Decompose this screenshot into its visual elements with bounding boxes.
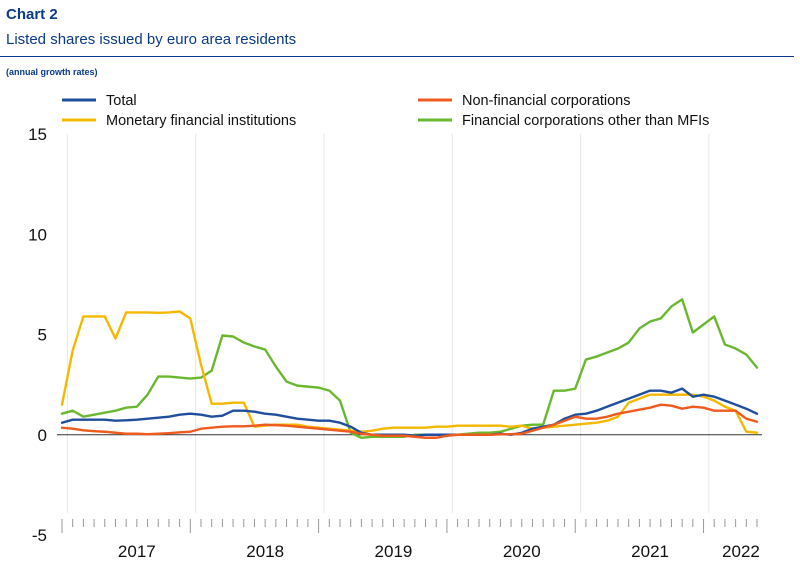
x-tick-label: 2018 [246,542,284,561]
series-lines [60,298,759,439]
legend-label: Total [106,93,137,109]
legend: Total Monetary financial institutions Non-… [62,93,709,129]
chart-number: Chart 2 [6,6,58,23]
y-axis: 15 10 5 0 -5 [28,125,47,545]
y-tick-label: -5 [32,526,47,545]
legend-label: Financial corporations other than MFIs [462,113,709,129]
series-line-monetary-financial-institutions [60,310,759,434]
series-line-non-financial-corporations [60,403,759,439]
chart-units: (annual growth rates) [6,67,98,77]
chart-title: Listed shares issued by euro area reside… [6,31,297,48]
y-tick-label: 15 [28,125,47,144]
x-tick-label: 2017 [118,542,156,561]
x-tick-label: 2020 [503,542,541,561]
y-tick-label: 5 [38,326,47,345]
x-tick-label: 2021 [631,542,669,561]
x-tick-label: 2022 [722,542,760,561]
header-divider [0,56,794,57]
x-axis: 2017 2018 2019 2020 2021 2022 [61,519,760,561]
x-tick-label: 2019 [375,542,413,561]
y-tick-label: 10 [28,225,47,244]
legend-label: Non-financial corporations [462,93,630,109]
grid-lines [57,134,762,513]
legend-label: Monetary financial institutions [106,113,296,129]
y-tick-label: 0 [38,426,47,445]
